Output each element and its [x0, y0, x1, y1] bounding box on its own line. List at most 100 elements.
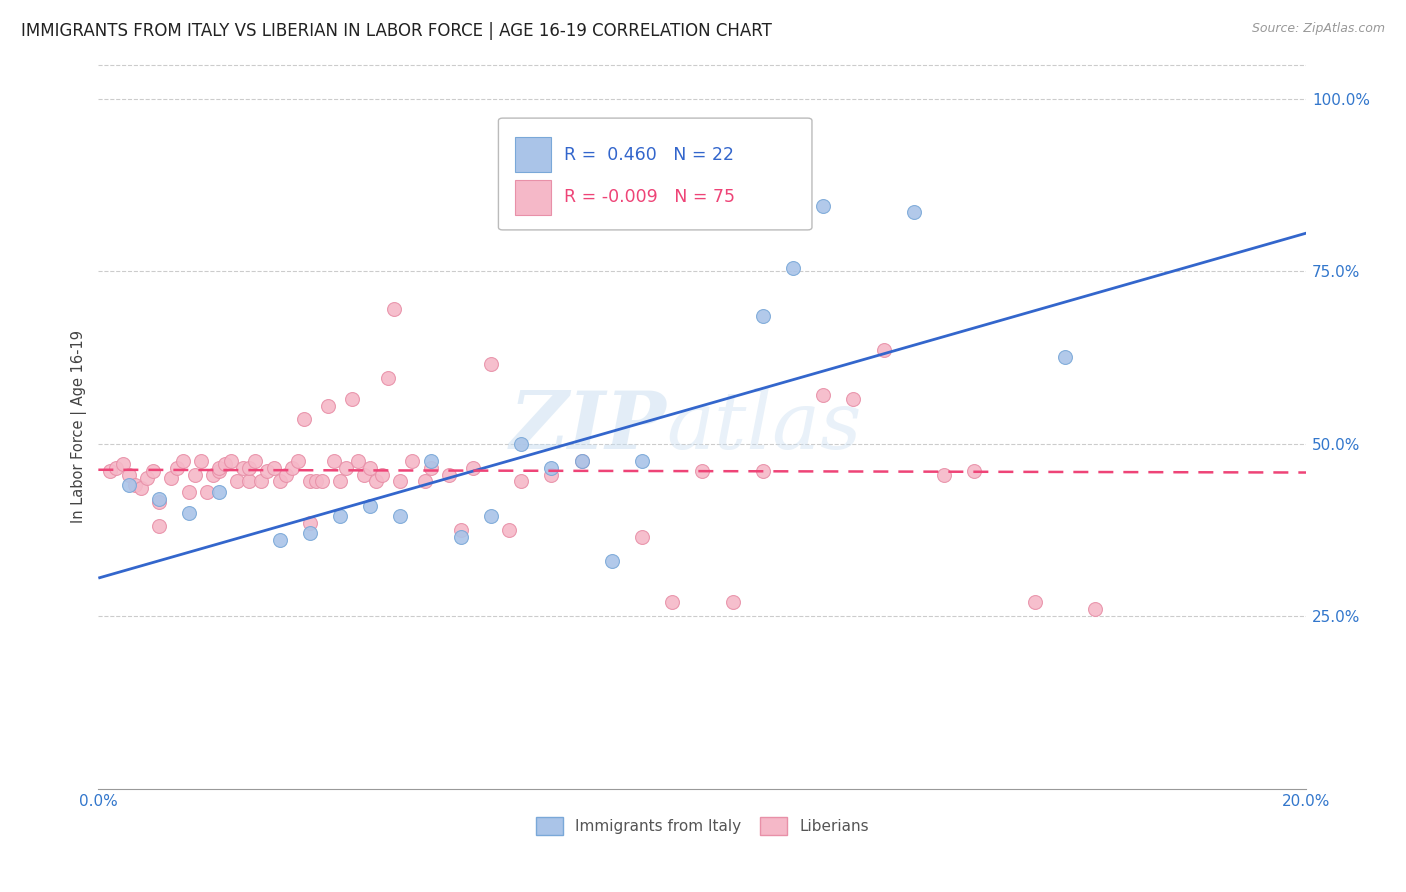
Point [245, 454, 267, 468]
Point [184, 467, 207, 482]
Point [287, 454, 309, 468]
Point [782, 260, 804, 275]
Point [419, 454, 441, 468]
Y-axis label: In Labor Force | Age 16-19: In Labor Force | Age 16-19 [72, 330, 87, 523]
Point [195, 484, 218, 499]
Legend: Immigrants from Italy, Liberians: Immigrants from Italy, Liberians [536, 816, 869, 835]
Point [329, 475, 352, 489]
Point [510, 475, 533, 489]
Point [177, 506, 200, 520]
Point [872, 343, 894, 358]
Point [335, 460, 357, 475]
Point [932, 467, 955, 482]
Point [811, 198, 834, 212]
Point [1024, 595, 1046, 609]
Text: atlas: atlas [666, 387, 862, 465]
Point [117, 467, 139, 482]
Point [366, 475, 388, 489]
Point [298, 475, 321, 489]
Point [214, 457, 236, 471]
Point [437, 467, 460, 482]
Point [135, 471, 157, 485]
Point [148, 519, 170, 533]
Point [160, 471, 183, 485]
Point [177, 484, 200, 499]
Point [963, 464, 986, 478]
Point [269, 533, 291, 548]
Point [226, 475, 249, 489]
Point [811, 388, 834, 402]
Text: R = -0.009   N = 75: R = -0.009 N = 75 [564, 188, 735, 206]
Point [389, 475, 412, 489]
Point [250, 475, 273, 489]
Point [208, 460, 231, 475]
Point [631, 530, 654, 544]
Point [202, 467, 225, 482]
Point [117, 478, 139, 492]
Point [269, 475, 291, 489]
Point [540, 467, 562, 482]
Point [280, 460, 302, 475]
Point [208, 484, 231, 499]
Point [600, 554, 623, 568]
Point [359, 499, 381, 513]
Point [461, 460, 484, 475]
Point [256, 464, 278, 478]
Point [298, 516, 321, 530]
Point [111, 457, 134, 471]
Point [305, 475, 328, 489]
Text: Source: ZipAtlas.com: Source: ZipAtlas.com [1251, 22, 1385, 36]
Point [389, 508, 412, 523]
Point [401, 454, 423, 468]
Point [274, 467, 297, 482]
Point [903, 205, 925, 219]
Text: R =  0.460   N = 22: R = 0.460 N = 22 [564, 146, 734, 164]
Point [190, 454, 212, 468]
Point [377, 371, 399, 385]
Point [479, 508, 502, 523]
Point [298, 526, 321, 541]
Point [751, 309, 773, 323]
Point [540, 460, 562, 475]
Point [238, 475, 260, 489]
Point [498, 523, 520, 537]
Point [450, 523, 472, 537]
Point [631, 454, 654, 468]
Point [571, 454, 593, 468]
Point [219, 454, 242, 468]
Point [316, 399, 339, 413]
Point [1053, 351, 1076, 365]
Point [100, 464, 122, 478]
Point [382, 301, 405, 316]
Point [232, 460, 254, 475]
Point [142, 464, 165, 478]
Point [347, 454, 370, 468]
Point [329, 508, 352, 523]
Point [692, 464, 714, 478]
Point [371, 467, 394, 482]
Point [751, 464, 773, 478]
Point [208, 464, 231, 478]
Point [263, 460, 285, 475]
Point [1084, 602, 1107, 616]
Point [148, 495, 170, 509]
Point [450, 530, 472, 544]
Point [148, 491, 170, 506]
Point [322, 454, 344, 468]
Point [124, 478, 146, 492]
Point [238, 460, 260, 475]
Point [359, 460, 381, 475]
Point [292, 412, 315, 426]
Point [129, 482, 152, 496]
Text: IMMIGRANTS FROM ITALY VS LIBERIAN IN LABOR FORCE | AGE 16-19 CORRELATION CHART: IMMIGRANTS FROM ITALY VS LIBERIAN IN LAB… [21, 22, 772, 40]
Point [166, 460, 188, 475]
Point [721, 595, 744, 609]
Point [661, 595, 683, 609]
Point [311, 475, 333, 489]
Point [571, 454, 593, 468]
Point [340, 392, 363, 406]
Point [172, 454, 194, 468]
Point [413, 475, 436, 489]
Point [842, 392, 865, 406]
Point [105, 460, 128, 475]
